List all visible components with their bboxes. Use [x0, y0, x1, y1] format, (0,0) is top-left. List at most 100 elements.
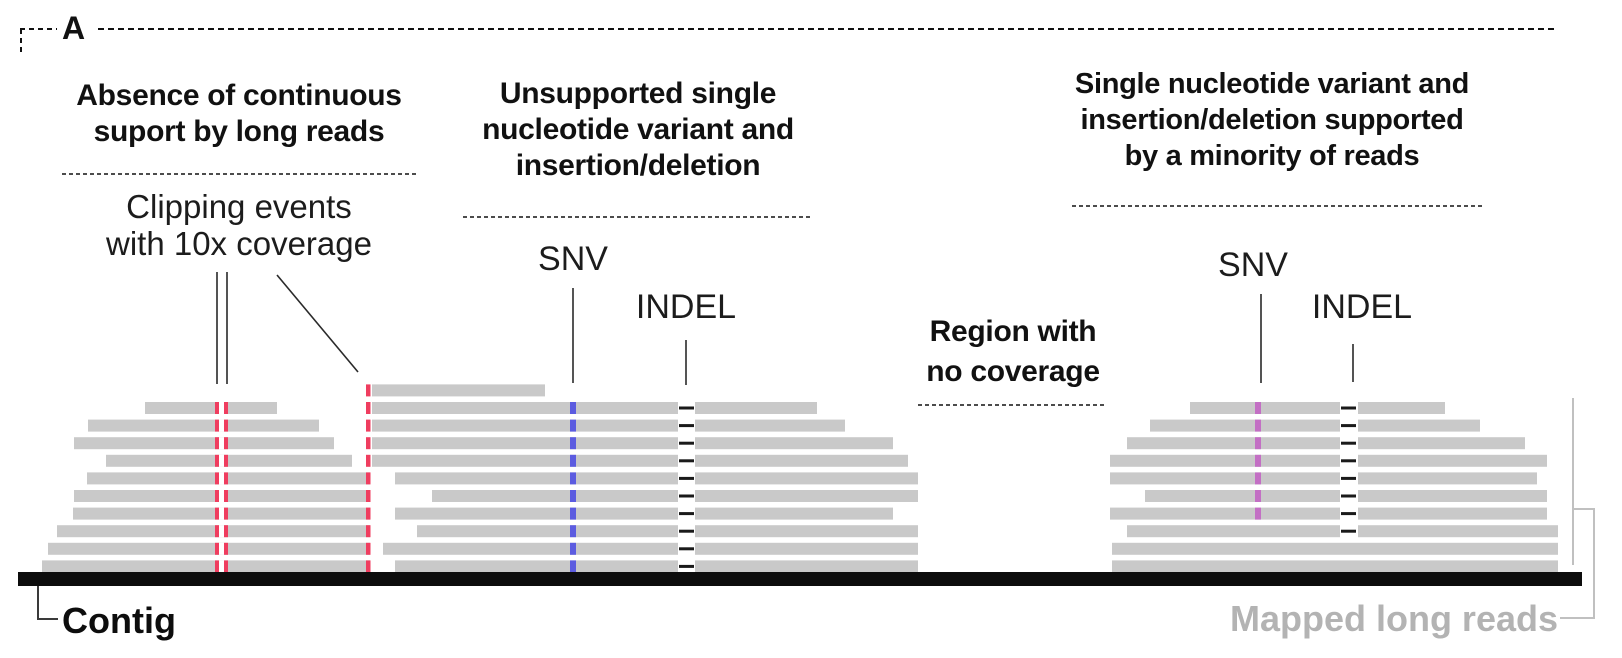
read-bar-middle [432, 490, 678, 502]
no-coverage-label: Region with no coverage [908, 312, 1118, 392]
read-bar-left [48, 542, 370, 555]
clip-tick [366, 454, 371, 467]
read-bar-middle [395, 560, 678, 573]
no-coverage-label-line1: Region with [929, 315, 1097, 348]
read-bar-right [1358, 472, 1537, 485]
read-bar-middle [417, 525, 678, 538]
clip-tick [366, 472, 371, 485]
clip-tick [215, 525, 219, 538]
clip-tick [215, 490, 219, 502]
snv-tick-blue [570, 542, 576, 555]
indel-gap-dash [1341, 424, 1356, 428]
snv-tick-magenta [1255, 419, 1261, 432]
indel-gap-dash [679, 459, 694, 463]
read-bar-right [1190, 402, 1340, 414]
read-bar-middle [695, 402, 817, 414]
clip-tick [366, 402, 371, 414]
left-column-title: Absence of continuous suport by long rea… [38, 78, 440, 150]
clip-tick [224, 542, 228, 555]
right-column-title-line1: Single nucleotide variant and [1074, 68, 1470, 100]
indel-gap-dash [679, 441, 694, 445]
contig-bar [18, 572, 1582, 586]
indel-gap-dash [679, 476, 694, 480]
snv-tick-blue [570, 472, 576, 485]
right-column-title-line3: by a minority of reads [1124, 140, 1420, 172]
right-column-title: Single nucleotide variant and insertion/… [1042, 66, 1502, 174]
read-bar-right [1358, 419, 1480, 432]
no-coverage-label-line2: no coverage [926, 355, 1100, 388]
clip-tick [224, 454, 228, 467]
read-bar-right [1358, 525, 1558, 538]
read-bar-middle [695, 560, 918, 573]
clip-tick [224, 472, 228, 485]
read-bar-middle [372, 419, 678, 432]
snv-tick-blue [570, 490, 576, 502]
read-bar-right [1358, 490, 1547, 502]
clipping-events-label: Clipping events with 10x coverage [38, 188, 440, 262]
snv-tick-blue [570, 525, 576, 538]
read-bar-right [1112, 542, 1558, 555]
read-bar-middle [395, 472, 678, 485]
read-bar-middle [695, 507, 893, 520]
read-bar-middle [695, 419, 845, 432]
middle-column-title-line2: nucleotide variant and [482, 113, 794, 146]
clip-gap [219, 507, 224, 520]
indel-gap-dash [679, 424, 694, 428]
read-bar-middle [372, 437, 678, 450]
read-bar-middle [695, 490, 918, 502]
clip-tick [366, 437, 371, 450]
indel-gap-dash [679, 547, 694, 551]
clip-tick [366, 507, 371, 520]
indel-gap-dash [1341, 529, 1356, 533]
snv-tick-blue [570, 454, 576, 467]
clip-tick [366, 384, 371, 397]
indel-gap-dash [1341, 406, 1356, 410]
left-column-title-line1: Absence of continuous [76, 79, 402, 112]
clip-gap [219, 472, 224, 485]
clip-gap [219, 437, 224, 450]
clip-gap [219, 542, 224, 555]
clip-gap [219, 419, 224, 432]
snv-right-label: SNV [1218, 246, 1288, 284]
read-bar-middle [372, 454, 678, 467]
read-bar-right [1358, 402, 1445, 414]
snv-tick-magenta [1255, 490, 1261, 502]
left-column-title-line2: suport by long reads [93, 115, 385, 148]
clip-tick [215, 542, 219, 555]
read-bar-left [106, 454, 352, 467]
read-bar-right [1358, 437, 1525, 450]
indel-middle-label: INDEL [635, 288, 737, 326]
middle-column-title-line1: Unsupported single [499, 77, 777, 110]
read-bar-middle [695, 542, 918, 555]
clip-gap [219, 454, 224, 467]
indel-gap-dash [1341, 459, 1356, 463]
snv-tick-magenta [1255, 437, 1261, 450]
mapped-long-reads-label: Mapped long reads [1229, 598, 1558, 639]
read-bar-right [1145, 490, 1340, 502]
snv-tick-magenta [1255, 454, 1261, 467]
indel-gap-dash [1341, 494, 1356, 498]
read-bar-right [1112, 560, 1558, 573]
read-bar-left [88, 419, 319, 432]
clip-gap [219, 490, 224, 502]
clip-gap [219, 560, 224, 573]
clip-tick [224, 560, 228, 573]
clip-tick [366, 490, 371, 502]
read-bar-left [42, 560, 370, 573]
snv-tick-magenta [1255, 507, 1261, 520]
clip-tick [224, 402, 228, 414]
clipping-events-label-line2: with 10x coverage [106, 225, 372, 262]
clip-tick [215, 419, 219, 432]
clip-gap [219, 402, 224, 414]
middle-column-title: Unsupported single nucleotide variant an… [428, 76, 848, 184]
read-bar-middle [695, 454, 908, 467]
clip-tick [224, 437, 228, 450]
read-bar-left [74, 437, 334, 450]
clip-tick [366, 525, 371, 538]
read-bar-left [87, 472, 370, 485]
snv-tick-magenta [1255, 472, 1261, 485]
indel-gap-dash [1341, 476, 1356, 480]
clip-tick [224, 419, 228, 432]
indel-gap-dash [679, 406, 694, 410]
indel-gap-dash [1341, 441, 1356, 445]
